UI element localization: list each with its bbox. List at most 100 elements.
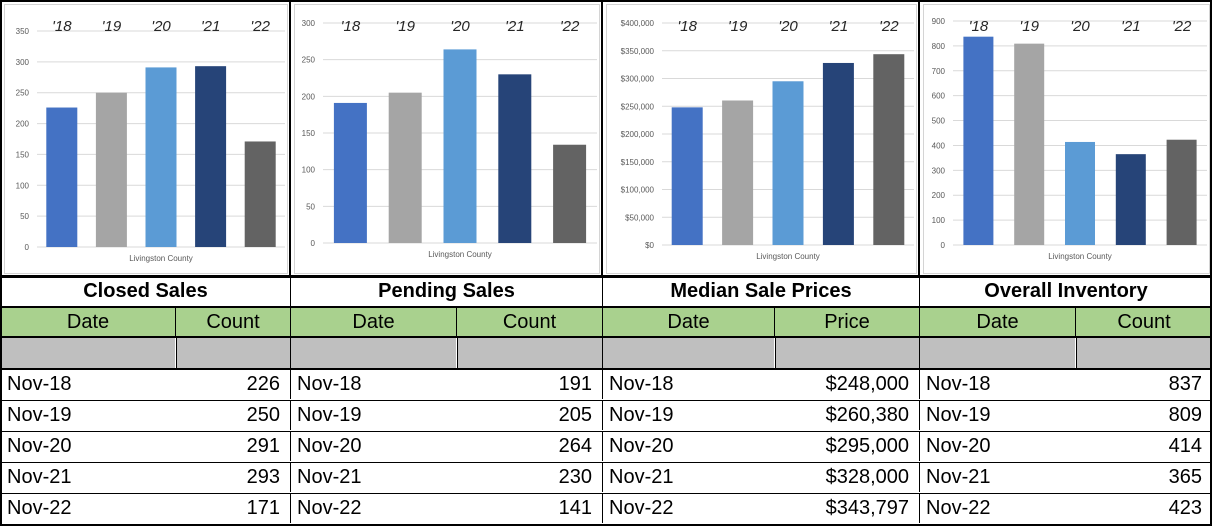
category-label: '21 bbox=[201, 18, 221, 35]
category-label: '20 bbox=[778, 18, 798, 35]
closed-sales-chart-panel: 0 50 100 150 200 250 300 350 '18 '19 '20 '21 '22 Livi… bbox=[0, 0, 290, 276]
y-tick-label: 100 bbox=[302, 166, 316, 175]
category-label: '21 bbox=[1121, 18, 1141, 35]
bar-22 bbox=[244, 141, 276, 247]
category-label: '20 bbox=[151, 18, 171, 35]
value-cell: 837 bbox=[1168, 372, 1202, 395]
spacer-cell bbox=[919, 338, 1075, 368]
bar-18 bbox=[333, 102, 367, 243]
y-tick-label: $200,000 bbox=[621, 130, 655, 139]
category-label: '22 bbox=[250, 18, 270, 35]
y-tick-label: $100,000 bbox=[621, 186, 655, 195]
count-column-header: Count bbox=[456, 307, 602, 336]
y-tick-label: $150,000 bbox=[621, 158, 655, 167]
date-column-header: Date bbox=[602, 307, 774, 336]
bar-19 bbox=[1014, 43, 1045, 245]
spacer-cell bbox=[176, 338, 290, 368]
category-label: '19 bbox=[728, 18, 748, 35]
value-cell: 264 bbox=[558, 434, 592, 457]
bar-18 bbox=[963, 36, 994, 246]
value-cell: $260,380 bbox=[825, 403, 909, 426]
date-column-header: Date bbox=[0, 307, 175, 336]
value-cell: 141 bbox=[558, 496, 592, 519]
x-axis-label: Livingston County bbox=[129, 254, 193, 263]
pending-sales-title: Pending Sales bbox=[290, 277, 602, 306]
category-label: '19 bbox=[102, 18, 122, 35]
y-tick-label: 200 bbox=[302, 92, 316, 101]
date-cell: Nov-21 bbox=[290, 462, 602, 492]
value-cell: 205 bbox=[558, 403, 592, 426]
category-label: '18 bbox=[341, 18, 361, 35]
median-sale-prices-chart: $0 $50,000 $100,000 $150,000 $200,000 $250,00… bbox=[606, 4, 917, 274]
value-cell: 250 bbox=[246, 403, 280, 426]
spacer-cell bbox=[290, 338, 456, 368]
bar-18 bbox=[46, 107, 78, 247]
spacer-cell bbox=[0, 338, 175, 368]
y-tick-label: $300,000 bbox=[621, 75, 655, 84]
category-label: '19 bbox=[1019, 18, 1039, 35]
y-tick-label: 250 bbox=[302, 56, 316, 65]
date-column-header: Date bbox=[290, 307, 456, 336]
y-tick-label: 0 bbox=[25, 243, 30, 252]
section-rule bbox=[0, 336, 1212, 338]
date-cell: Nov-19 bbox=[290, 400, 602, 430]
y-tick-label: 250 bbox=[16, 89, 30, 98]
bar-20 bbox=[145, 67, 177, 247]
section-rule bbox=[0, 306, 1212, 308]
date-cell: Nov-19 bbox=[602, 400, 919, 430]
y-tick-label: 700 bbox=[932, 67, 946, 76]
value-cell: 293 bbox=[246, 465, 280, 488]
category-label: '22 bbox=[560, 18, 580, 35]
y-tick-label: 500 bbox=[932, 117, 946, 126]
y-tick-label: $400,000 bbox=[621, 19, 655, 28]
category-label: '22 bbox=[879, 18, 899, 35]
x-axis-label: Livingston County bbox=[1048, 252, 1112, 261]
date-cell: Nov-20 bbox=[919, 431, 1212, 461]
y-tick-label: 600 bbox=[932, 92, 946, 101]
overall-inventory-chart: 0 100 200 300 400 500 600 700 800 900 '18 '19 '20 '21… bbox=[923, 4, 1210, 274]
y-tick-label: 400 bbox=[932, 141, 946, 150]
y-tick-label: 300 bbox=[16, 58, 30, 67]
bar-22 bbox=[553, 144, 587, 243]
y-tick-label: 0 bbox=[311, 239, 316, 248]
date-cell: Nov-20 bbox=[290, 431, 602, 461]
y-tick-label: $350,000 bbox=[621, 47, 655, 56]
category-label: '22 bbox=[1172, 18, 1192, 35]
closed-sales-title: Closed Sales bbox=[0, 277, 290, 306]
y-tick-label: $250,000 bbox=[621, 102, 655, 111]
section-rule bbox=[0, 276, 1212, 278]
y-tick-label: 150 bbox=[302, 129, 316, 138]
date-cell: Nov-22 bbox=[919, 493, 1212, 523]
date-cell: Nov-21 bbox=[919, 462, 1212, 492]
value-cell: $343,797 bbox=[825, 496, 909, 519]
bar-19 bbox=[95, 92, 127, 247]
category-label: '18 bbox=[969, 18, 989, 35]
category-label: '19 bbox=[395, 18, 415, 35]
bar-20 bbox=[443, 49, 477, 244]
value-cell: $248,000 bbox=[825, 372, 909, 395]
closed-sales-chart: 0 50 100 150 200 250 300 350 '18 '19 '20 '21 '22 Livi… bbox=[4, 4, 288, 274]
date-cell: Nov-20 bbox=[602, 431, 919, 461]
bar-20 bbox=[1065, 141, 1095, 245]
median-sale-prices-chart-panel: $0 $50,000 $100,000 $150,000 $200,000 $250,00… bbox=[602, 0, 919, 276]
bar-21 bbox=[822, 62, 854, 246]
category-label: '18 bbox=[677, 18, 697, 35]
bar-21 bbox=[1115, 154, 1146, 245]
pending-sales-chart: 0 50 100 150 200 250 300 '18 '19 '20 '21 '22 Livings… bbox=[294, 4, 600, 274]
value-cell: 365 bbox=[1168, 465, 1202, 488]
bar-18 bbox=[671, 107, 703, 245]
count-column-header: Count bbox=[175, 307, 290, 336]
bar-20 bbox=[772, 81, 804, 246]
value-cell: 291 bbox=[246, 434, 280, 457]
y-tick-label: 200 bbox=[16, 120, 30, 129]
category-label: '18 bbox=[52, 18, 72, 35]
value-cell: 191 bbox=[558, 372, 592, 395]
section-rule bbox=[0, 368, 1212, 370]
date-cell: Nov-19 bbox=[919, 400, 1212, 430]
spacer-cell bbox=[602, 338, 774, 368]
date-cell: Nov-22 bbox=[290, 493, 602, 523]
overall-inventory-title: Overall Inventory bbox=[919, 277, 1212, 306]
y-tick-label: 350 bbox=[16, 27, 30, 36]
bar-22 bbox=[873, 54, 905, 246]
bar-19 bbox=[722, 100, 754, 245]
